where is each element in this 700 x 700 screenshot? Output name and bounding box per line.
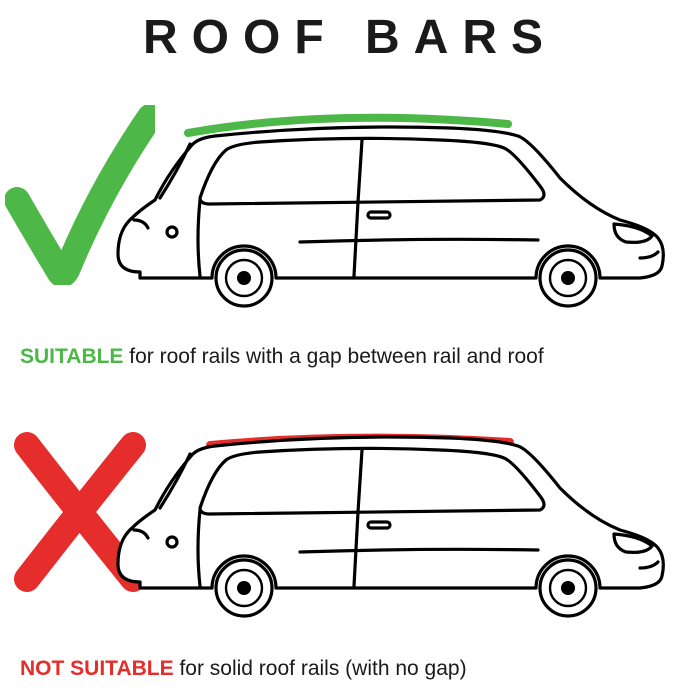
caption-suitable-strong: SUITABLE bbox=[20, 345, 123, 368]
car-headlight bbox=[614, 534, 652, 552]
car-fuel-cap bbox=[167, 537, 177, 547]
car-wheel-rear bbox=[216, 560, 272, 616]
page-title: ROOF BARS bbox=[0, 0, 700, 65]
car-illustration-suitable bbox=[100, 100, 680, 335]
car-wheel-front bbox=[540, 560, 596, 616]
car-fuel-cap bbox=[167, 227, 177, 237]
car-door-handle bbox=[368, 212, 390, 218]
panel-not-suitable: NOT SUITABLE for solid roof rails (with … bbox=[0, 375, 700, 685]
car-illustration-not-suitable bbox=[100, 410, 680, 645]
panel-suitable: SUITABLE for roof rails with a gap betwe… bbox=[0, 65, 700, 375]
car-greenhouse bbox=[200, 448, 544, 514]
caption-not-suitable-rest: for solid roof rails (with no gap) bbox=[174, 657, 467, 680]
car-headlight bbox=[614, 224, 652, 242]
car-wheel-rear bbox=[216, 250, 272, 306]
caption-suitable-rest: for roof rails with a gap between rail a… bbox=[123, 345, 543, 368]
car-greenhouse bbox=[200, 138, 544, 204]
car-wheel-front bbox=[540, 250, 596, 306]
caption-not-suitable-strong: NOT SUITABLE bbox=[20, 657, 174, 680]
car-door-handle bbox=[368, 522, 390, 528]
caption-not-suitable: NOT SUITABLE for solid roof rails (with … bbox=[20, 657, 467, 681]
caption-suitable: SUITABLE for roof rails with a gap betwe… bbox=[20, 345, 544, 369]
